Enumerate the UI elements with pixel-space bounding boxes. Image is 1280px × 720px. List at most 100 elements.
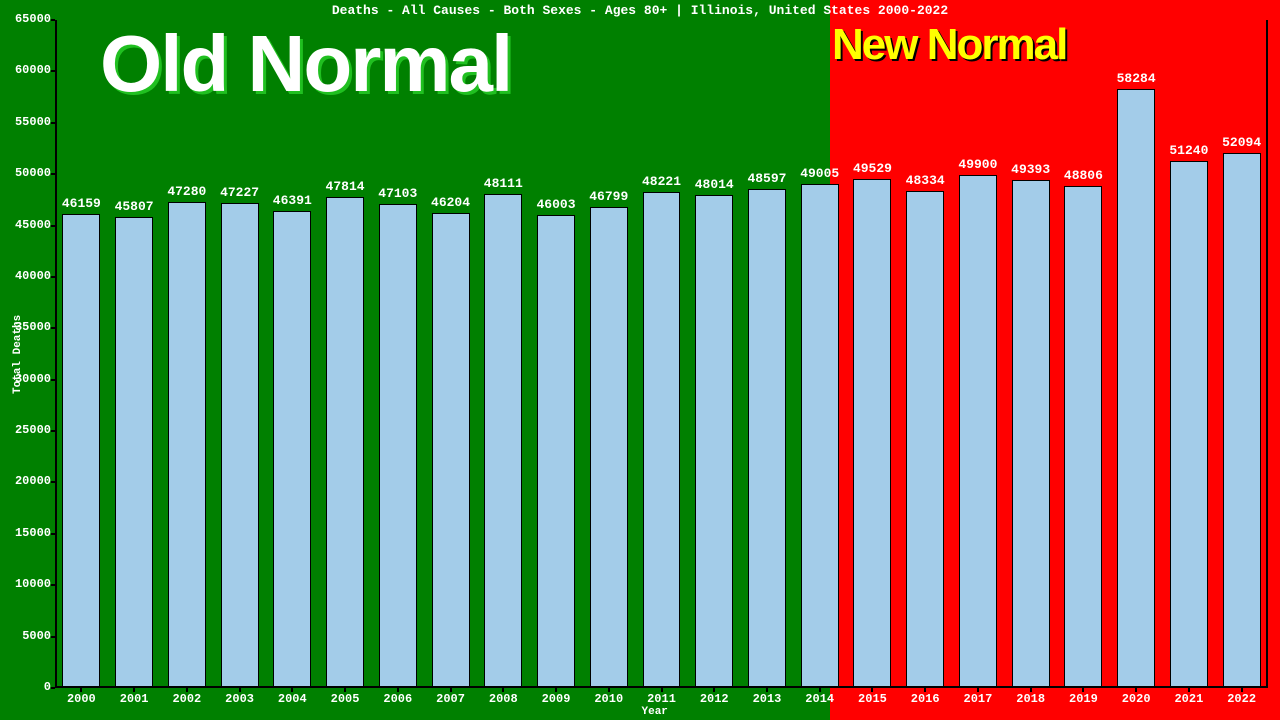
- x-tick-mark: [344, 688, 346, 692]
- y-tick-label: 35000: [15, 320, 51, 334]
- x-tick-label: 2014: [795, 692, 845, 706]
- bar: [537, 215, 575, 688]
- bar-value-label: 49900: [953, 157, 1003, 172]
- chart-title: Deaths - All Causes - Both Sexes - Ages …: [0, 3, 1280, 18]
- y-tick-label: 10000: [15, 577, 51, 591]
- x-tick-label: 2011: [637, 692, 687, 706]
- bar-value-label: 48221: [637, 174, 687, 189]
- bar-value-label: 48597: [742, 171, 792, 186]
- x-tick-label: 2015: [847, 692, 897, 706]
- y-tick-label: 45000: [15, 218, 51, 232]
- x-tick-mark: [502, 688, 504, 692]
- bar-value-label: 47227: [215, 185, 265, 200]
- bar: [1223, 153, 1261, 688]
- x-tick-mark: [713, 688, 715, 692]
- x-tick-mark: [1188, 688, 1190, 692]
- bar: [695, 195, 733, 688]
- x-tick-mark: [186, 688, 188, 692]
- bar-value-label: 46204: [426, 195, 476, 210]
- bar-value-label: 48111: [478, 176, 528, 191]
- x-tick-label: 2008: [478, 692, 528, 706]
- bar-value-label: 48334: [900, 173, 950, 188]
- bar-value-label: 52094: [1217, 135, 1267, 150]
- bar-value-label: 46003: [531, 197, 581, 212]
- x-tick-label: 2004: [267, 692, 317, 706]
- bar-value-label: 46159: [56, 196, 106, 211]
- x-tick-mark: [450, 688, 452, 692]
- bar: [1012, 180, 1050, 688]
- y-tick-label: 20000: [15, 474, 51, 488]
- x-tick-label: 2019: [1058, 692, 1108, 706]
- y-tick-label: 40000: [15, 269, 51, 283]
- x-tick-label: 2021: [1164, 692, 1214, 706]
- bar: [221, 203, 259, 688]
- x-tick-label: 2000: [56, 692, 106, 706]
- x-tick-label: 2020: [1111, 692, 1161, 706]
- x-tick-label: 2007: [426, 692, 476, 706]
- bar-value-label: 46391: [267, 193, 317, 208]
- y-tick-label: 15000: [15, 526, 51, 540]
- bar: [1064, 186, 1102, 688]
- bar: [801, 184, 839, 688]
- x-tick-mark: [1241, 688, 1243, 692]
- y-tick-label: 0: [44, 680, 51, 694]
- bar: [432, 213, 470, 688]
- y-axis-line-right: [1266, 20, 1268, 688]
- bar: [853, 179, 891, 688]
- y-tick-label: 65000: [15, 12, 51, 26]
- y-tick-label: 5000: [22, 629, 51, 643]
- x-tick-mark: [1135, 688, 1137, 692]
- x-tick-mark: [977, 688, 979, 692]
- x-tick-label: 2013: [742, 692, 792, 706]
- bar: [643, 192, 681, 688]
- bar-value-label: 49005: [795, 166, 845, 181]
- bar: [1117, 89, 1155, 688]
- x-tick-label: 2018: [1006, 692, 1056, 706]
- bar-value-label: 49393: [1006, 162, 1056, 177]
- bar: [959, 175, 997, 688]
- bar: [484, 194, 522, 688]
- bar-value-label: 48014: [689, 177, 739, 192]
- bar: [590, 207, 628, 688]
- x-tick-mark: [819, 688, 821, 692]
- x-tick-mark: [1030, 688, 1032, 692]
- bar-value-label: 46799: [584, 189, 634, 204]
- x-tick-mark: [555, 688, 557, 692]
- x-tick-label: 2012: [689, 692, 739, 706]
- bar-value-label: 58284: [1111, 71, 1161, 86]
- x-tick-label: 2001: [109, 692, 159, 706]
- x-tick-label: 2022: [1217, 692, 1267, 706]
- x-tick-label: 2010: [584, 692, 634, 706]
- bar: [115, 217, 153, 688]
- x-tick-label: 2016: [900, 692, 950, 706]
- bar-value-label: 51240: [1164, 143, 1214, 158]
- x-tick-mark: [80, 688, 82, 692]
- bar: [326, 197, 364, 688]
- x-tick-label: 2017: [953, 692, 1003, 706]
- x-tick-label: 2002: [162, 692, 212, 706]
- bar-value-label: 47814: [320, 179, 370, 194]
- plot-area: [55, 20, 1268, 688]
- x-tick-label: 2003: [215, 692, 265, 706]
- x-tick-mark: [766, 688, 768, 692]
- bar: [906, 191, 944, 688]
- y-tick-label: 50000: [15, 166, 51, 180]
- bar-value-label: 45807: [109, 199, 159, 214]
- x-tick-mark: [239, 688, 241, 692]
- x-tick-mark: [661, 688, 663, 692]
- bar: [748, 189, 786, 688]
- y-tick-label: 55000: [15, 115, 51, 129]
- bar-value-label: 49529: [847, 161, 897, 176]
- x-tick-mark: [1082, 688, 1084, 692]
- bar: [273, 211, 311, 688]
- bar: [1170, 161, 1208, 688]
- x-tick-mark: [924, 688, 926, 692]
- bar: [379, 204, 417, 688]
- y-tick-label: 30000: [15, 372, 51, 386]
- chart-canvas: Deaths - All Causes - Both Sexes - Ages …: [0, 0, 1280, 720]
- x-tick-mark: [871, 688, 873, 692]
- x-tick-mark: [291, 688, 293, 692]
- x-tick-label: 2006: [373, 692, 423, 706]
- x-tick-label: 2009: [531, 692, 581, 706]
- x-tick-mark: [608, 688, 610, 692]
